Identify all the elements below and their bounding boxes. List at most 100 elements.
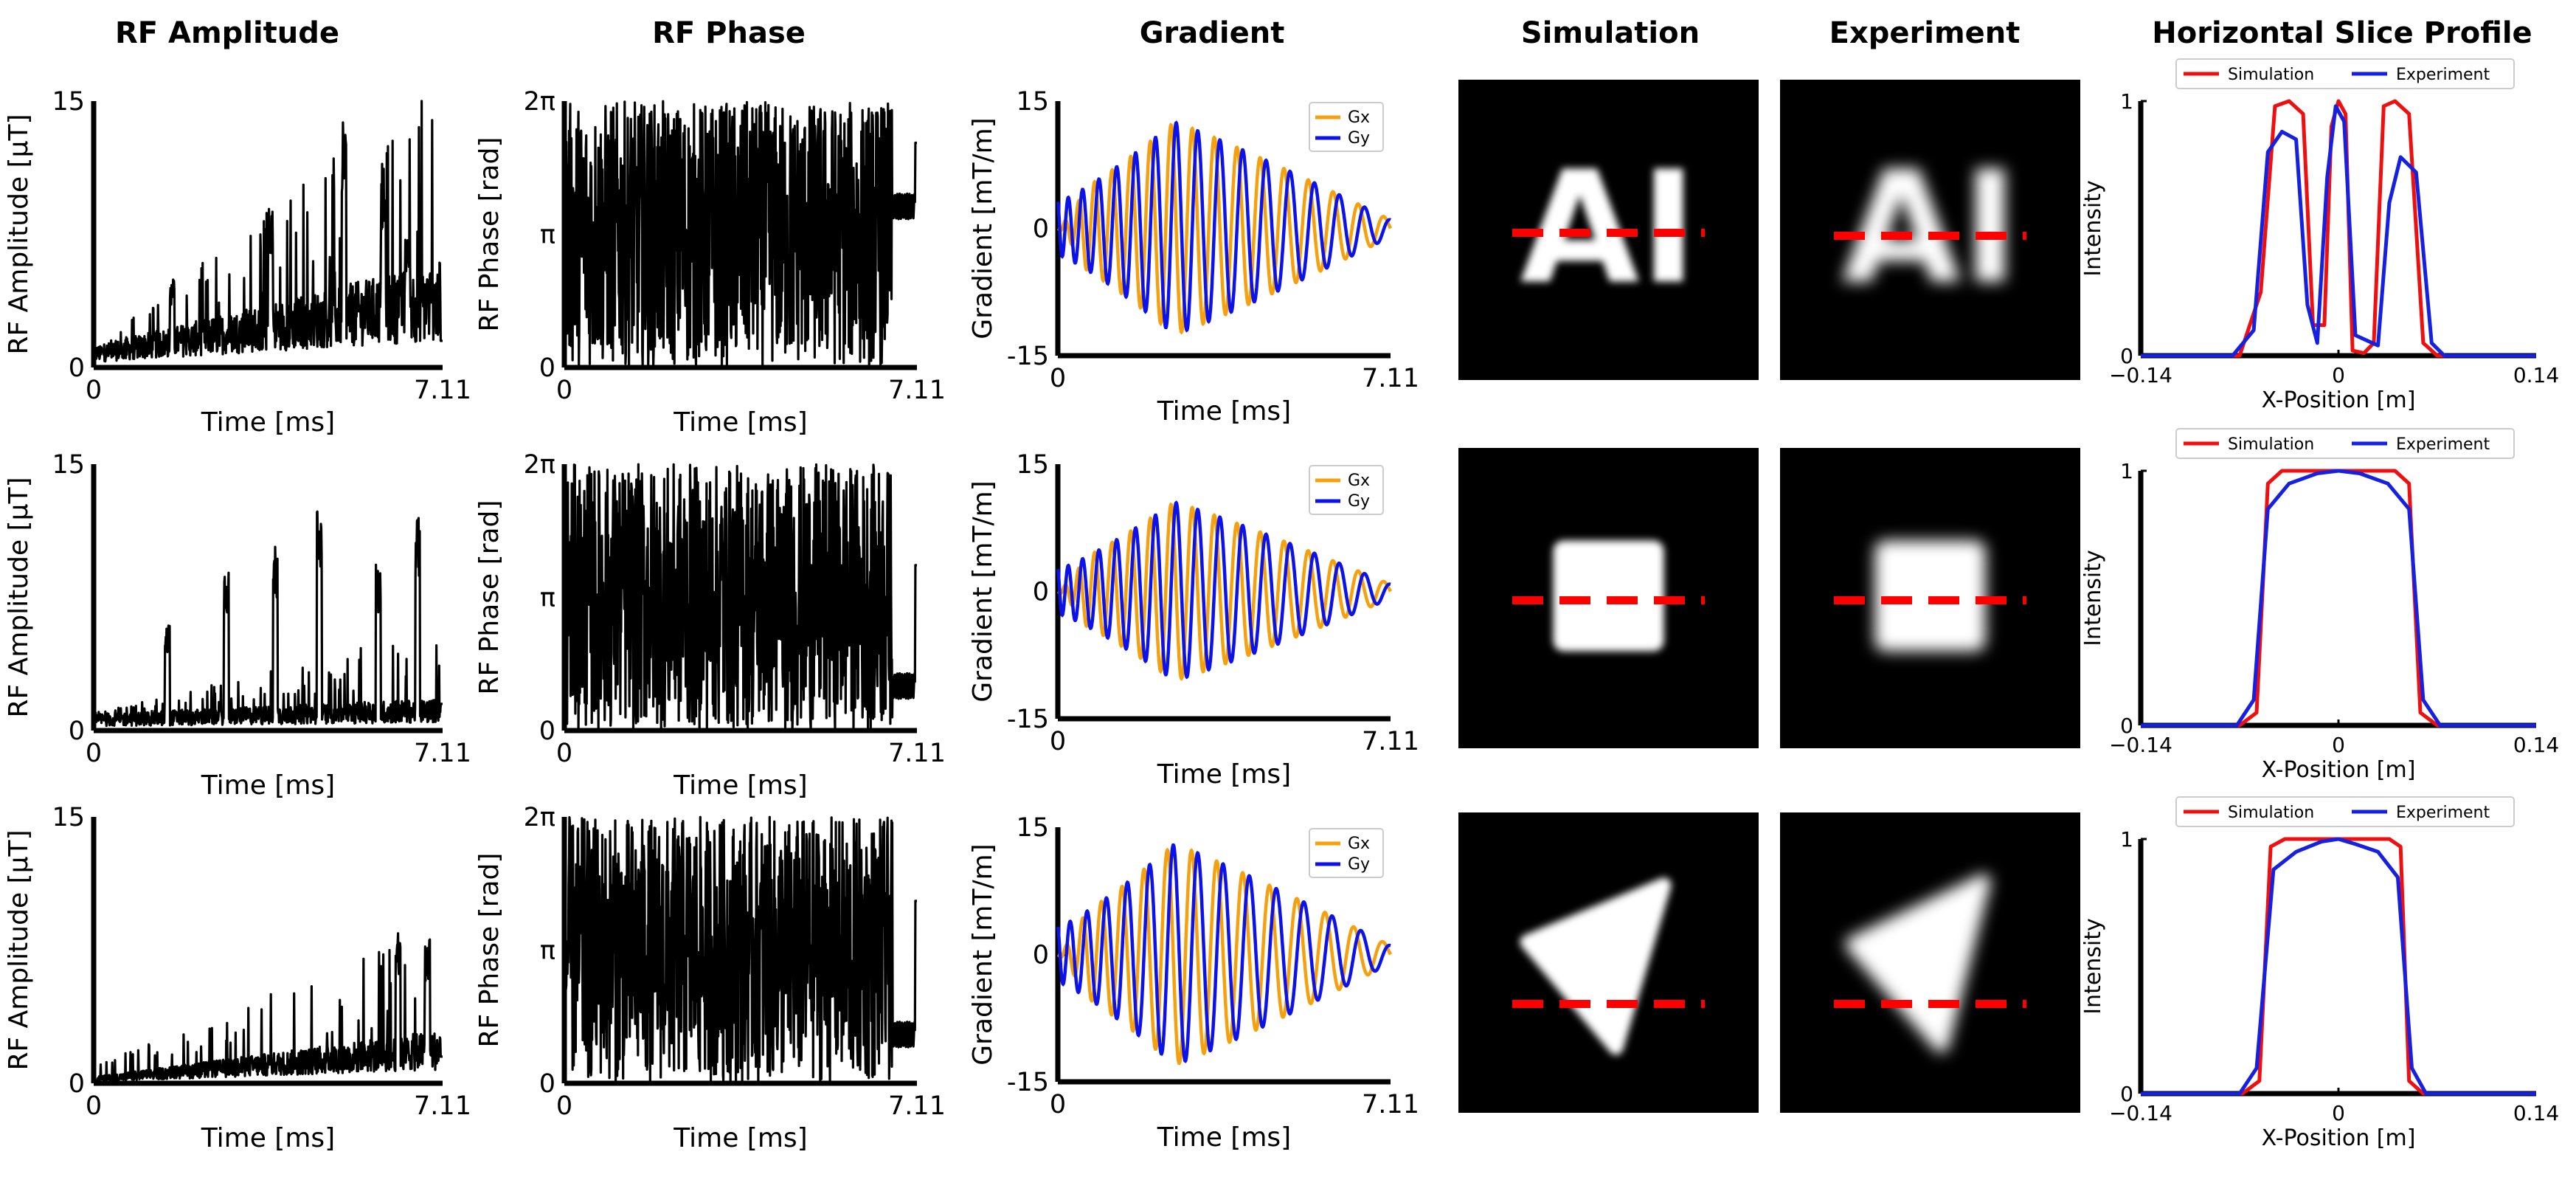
experiment-image-bg	[1780, 80, 2080, 380]
rf-amplitude-trace	[92, 100, 444, 363]
gradient-ytick-0: -15	[1007, 1068, 1049, 1097]
profile-xlabel: X-Position [m]	[2262, 757, 2416, 783]
horizontal-slice-profile-row1: 10−0.14 0 0.14X-Position [m]IntensitySimul…	[2080, 58, 2559, 413]
rf-phase-ytick-0: 0	[539, 1069, 555, 1099]
rf-amplitude-ytick-1: 15	[52, 87, 85, 117]
rf-phase-ylabel: RF Phase [rad]	[474, 500, 505, 695]
profile-legend-sim-label: Simulation	[2228, 435, 2314, 454]
gradient-xtick-0: 0	[1050, 1090, 1066, 1119]
profile-experiment-trace	[2141, 104, 2536, 358]
profile-legend-exp-label: Experiment	[2396, 435, 2490, 454]
profile-simulation-trace	[2141, 99, 2536, 358]
gradient-gy-trace	[1056, 500, 1391, 680]
gradient-ytick-2: 15	[1016, 813, 1049, 843]
rf-amplitude-ytick-1: 15	[52, 803, 85, 832]
rf-phase-row3: 0 π 2π 0 7.11 Time [ms] RF Phase [rad]	[474, 803, 946, 1153]
profile-ylabel: Intensity	[2080, 550, 2106, 646]
rf-amplitude-xtick-0: 0	[86, 376, 102, 405]
profile-legend-box	[2175, 796, 2515, 827]
simulation-image-row2	[1458, 448, 1759, 748]
rf-phase-ylabel: RF Phase [rad]	[474, 137, 505, 332]
rf-phase-xlabel: Time [ms]	[673, 770, 807, 801]
profile-xtick-2: 0.14	[2513, 733, 2559, 757]
gradient-ylabel: Gradient [mT/m]	[968, 117, 998, 339]
simulation-image-row3	[1458, 812, 1759, 1113]
experiment-image-row3	[1780, 812, 2080, 1113]
rf-phase-ytick-1: π	[540, 583, 555, 612]
gradient-ylabel: Gradient [mT/m]	[968, 843, 998, 1065]
experiment-image-row1: AI	[1780, 80, 2080, 380]
profile-ylabel: Intensity	[2080, 918, 2106, 1015]
profile-xtick-2: 0.14	[2513, 363, 2559, 387]
profile-xtick-0: −0.14	[2109, 1101, 2172, 1125]
title-rf-phase: RF Phase	[652, 16, 806, 50]
gradient-ytick-1: 0	[1033, 215, 1049, 244]
gradient-legend-gy-label: Gy	[1348, 129, 1370, 148]
rf-phase-trace	[563, 463, 918, 732]
gradient-gx-trace	[1056, 122, 1393, 335]
profile-legend-box	[2175, 58, 2515, 89]
rf-amplitude-xtick-0: 0	[86, 739, 102, 768]
rf-amplitude-ytick-0: 0	[69, 717, 85, 746]
profile-legend-box	[2175, 428, 2515, 459]
gradient-legend-box	[1309, 102, 1384, 152]
simulation-ai-letters: AI	[1520, 138, 1697, 319]
rf-amplitude-trace	[92, 932, 444, 1083]
rf-phase-ytick-2: 2π	[524, 803, 555, 832]
rf-phase-ytick-2: 2π	[524, 87, 555, 117]
gradient-ytick-2: 15	[1016, 87, 1049, 117]
rf-amplitude-xtick-1: 7.11	[414, 739, 471, 768]
rf-phase-xtick-1: 7.11	[888, 376, 946, 405]
rf-amplitude-ytick-0: 0	[69, 353, 85, 383]
experiment-ai-letters: AI	[1841, 138, 2019, 319]
rf-amplitude-trace	[92, 510, 444, 728]
rf-phase-ytick-1: π	[540, 936, 555, 965]
gradient-xlabel: Time [ms]	[1157, 759, 1291, 790]
gradient-gx-trace	[1056, 502, 1392, 681]
profile-legend-exp-label: Experiment	[2396, 66, 2490, 84]
rf-amplitude-xtick-1: 7.11	[414, 376, 471, 405]
image-area: AI AI	[1458, 80, 2080, 1113]
profile-simulation-trace	[2141, 837, 2536, 1096]
profile-xtick-1: 0	[2332, 363, 2345, 387]
gradient-gy-trace	[1056, 120, 1392, 333]
rf-amplitude-ytick-0: 0	[69, 1069, 85, 1099]
rf-phase-trace	[563, 815, 918, 1084]
simulation-image-row1: AI	[1458, 80, 1759, 380]
profile-xlabel: X-Position [m]	[2262, 387, 2416, 413]
plot-area: 0 15 0 7.11 Time [ms] RF Amplitude [μT] 0 π 2π 0 7…	[4, 58, 2559, 1153]
profile-xtick-2: 0.14	[2513, 1101, 2559, 1125]
rf-phase-xlabel: Time [ms]	[673, 1123, 807, 1153]
rf-amplitude-xlabel: Time [ms]	[201, 407, 335, 438]
profile-experiment-trace	[2141, 469, 2536, 728]
experiment-image-row2	[1780, 448, 2080, 748]
gradient-ytick-0: -15	[1007, 342, 1049, 371]
rf-amplitude-xlabel: Time [ms]	[201, 1123, 335, 1153]
profile-ytick-0: 0	[2120, 344, 2133, 368]
gradient-xlabel: Time [ms]	[1157, 396, 1291, 427]
gradient-gy-trace	[1056, 843, 1391, 1063]
rf-phase-ytick-0: 0	[539, 717, 555, 746]
rf-amplitude-row2: 0 15 0 7.11 Time [ms] RF Amplitude [μT]	[4, 450, 471, 801]
gradient-ytick-1: 0	[1033, 941, 1049, 970]
profile-legend-sim-label: Simulation	[2228, 804, 2314, 822]
title-experiment: Experiment	[1829, 16, 2021, 50]
profile-ytick-1: 1	[2120, 89, 2133, 114]
gradient-xlabel: Time [ms]	[1157, 1122, 1291, 1153]
rf-phase-xtick-1: 7.11	[888, 1091, 946, 1121]
gradient-legend-box	[1309, 828, 1384, 878]
profile-xlabel: X-Position [m]	[2262, 1125, 2416, 1151]
rf-phase-trace	[563, 100, 918, 369]
title-gradient: Gradient	[1140, 16, 1285, 50]
profile-xtick-0: −0.14	[2109, 733, 2172, 757]
gradient-xtick-0: 0	[1050, 364, 1066, 393]
rf-phase-row2: 0 π 2π 0 7.11 Time [ms] RF Phase [rad]	[474, 450, 946, 801]
gradient-ylabel: Gradient [mT/m]	[968, 480, 998, 702]
rf-phase-ytick-0: 0	[539, 353, 555, 383]
rf-phase-ylabel: RF Phase [rad]	[474, 853, 505, 1048]
gradient-legend-gx-label: Gx	[1348, 835, 1370, 853]
